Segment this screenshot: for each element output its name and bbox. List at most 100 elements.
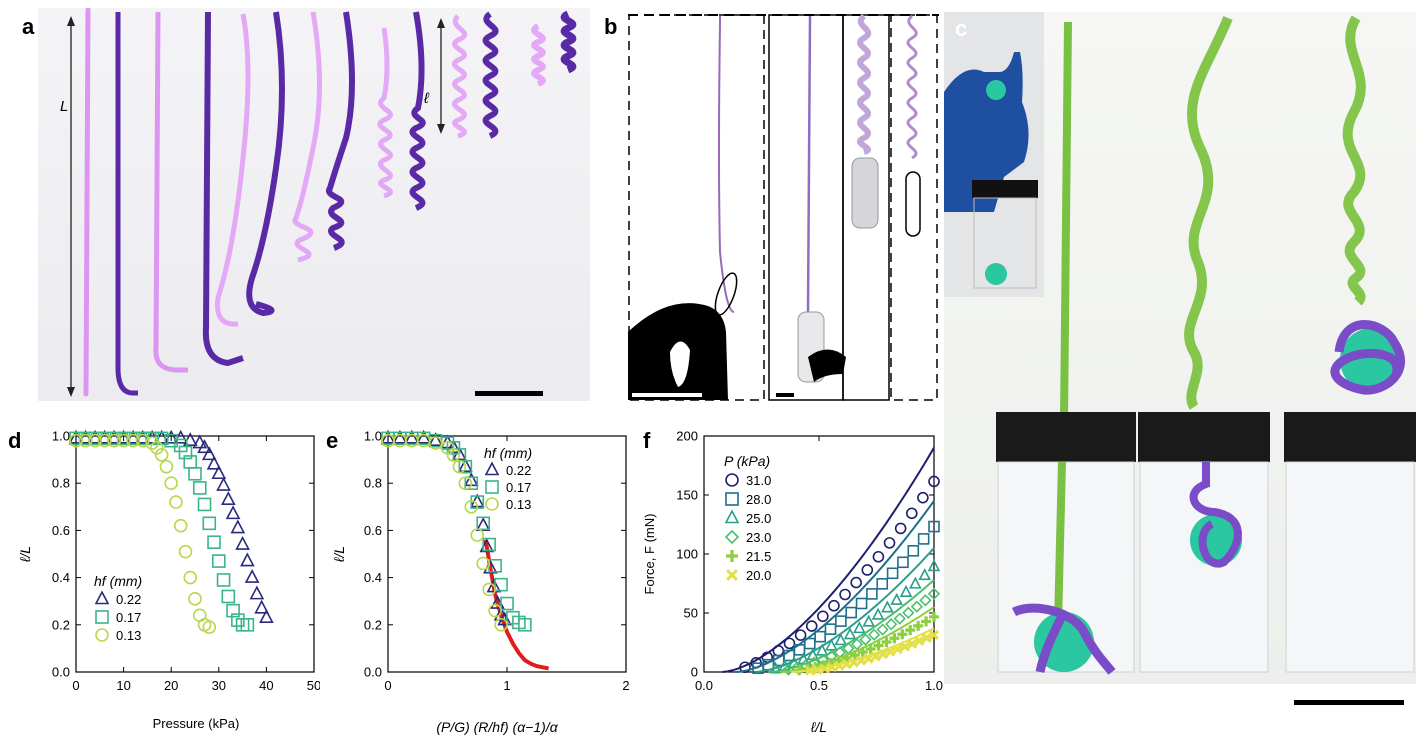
legend-label-21.5: 21.5	[746, 549, 771, 564]
data-point-31.0	[894, 522, 907, 535]
data-point-0.17	[221, 589, 236, 604]
data-point-20.0	[856, 655, 867, 666]
data-point-20.0	[885, 646, 896, 657]
photo-panel-c	[944, 12, 1416, 684]
data-point-31.0	[872, 550, 885, 563]
legend-marker-0.22	[484, 461, 500, 476]
force-curve-31.0	[722, 447, 935, 673]
data-point-25.0	[871, 607, 885, 620]
data-point-28.0	[835, 615, 847, 627]
data-point-31.0	[905, 507, 918, 520]
xlabel-f: ℓ/L	[810, 719, 827, 735]
data-point-31.0	[917, 491, 929, 504]
data-point-31.0	[739, 661, 751, 674]
data-point-23.0	[919, 594, 932, 607]
data-point-31.0	[805, 620, 818, 632]
data-point-21.5	[905, 625, 916, 636]
data-point-28.0	[793, 644, 806, 656]
data-point-31.0	[883, 537, 896, 549]
data-point-0.13	[464, 500, 479, 514]
data-point-28.0	[855, 597, 868, 610]
legend-title: P (kPa)	[724, 453, 770, 469]
data-point-0.22	[201, 446, 217, 461]
data-point-23.0	[902, 606, 915, 619]
data-point-0.22	[254, 599, 269, 614]
panel-label-f: f	[643, 428, 651, 453]
data-point-0.13	[107, 433, 121, 448]
data-point-23.0	[859, 633, 872, 646]
y-tick-label: 0.4	[364, 570, 382, 585]
data-point-20.0	[812, 664, 823, 675]
ylabel-e: ℓ/L	[331, 546, 347, 563]
data-point-25.0	[881, 600, 894, 613]
data-point-0.17	[482, 537, 496, 552]
y-tick-label: 0.6	[52, 523, 70, 538]
data-point-20.0	[921, 632, 932, 644]
data-point-0.22	[220, 491, 236, 506]
y-tick-label: 1.0	[364, 429, 382, 444]
data-point-0.17	[197, 497, 212, 512]
legend-marker-21.5	[726, 550, 738, 562]
data-point-0.13	[476, 556, 490, 571]
legend-d: hf (mm) 0.22 0.17 0.13	[94, 573, 142, 643]
y-tick-label: 0	[691, 665, 698, 680]
data-point-20.0	[870, 651, 881, 662]
data-point-0.13	[135, 433, 150, 448]
data-point-0.13	[97, 433, 112, 448]
data-point-0.22	[192, 434, 208, 449]
data-point-20.0	[892, 644, 903, 655]
legend-label-0.22: 0.22	[506, 463, 531, 478]
data-point-0.22	[240, 552, 255, 567]
x-tick-label: 0	[72, 678, 79, 693]
data-point-0.13	[488, 603, 502, 618]
data-point-23.0	[867, 628, 881, 641]
panel-label-d: d	[8, 428, 22, 453]
panel-label-b: b	[604, 14, 618, 39]
data-point-0.17	[188, 466, 202, 481]
data-point-28.0	[814, 630, 826, 643]
data-point-21.5	[897, 629, 908, 640]
data-point-31.0	[928, 475, 940, 488]
photo-panel-a: L ℓ	[38, 8, 590, 401]
data-point-0.17	[164, 433, 178, 448]
data-point-28.0	[876, 578, 889, 590]
xlabel-e: (P/G) (R/hf) (α−1)/α	[436, 719, 558, 735]
data-point-0.17	[240, 618, 255, 632]
y-tick-label: 150	[676, 488, 698, 503]
data-point-0.22	[249, 585, 265, 600]
legend-label-0.17: 0.17	[506, 480, 531, 495]
length-label-ell: ℓ	[424, 90, 429, 107]
data-point-21.5	[889, 633, 900, 644]
data-point-0.22	[197, 439, 212, 454]
legend-marker-20.0	[726, 569, 738, 581]
data-point-20.0	[907, 638, 918, 649]
data-point-28.0	[804, 637, 816, 650]
legend-label-0.22: 0.22	[116, 592, 141, 607]
data-point-0.13	[428, 436, 443, 450]
data-point-0.13	[116, 433, 131, 448]
data-point-0.17	[494, 577, 508, 592]
data-point-25.0	[769, 661, 782, 674]
panel-label-c: c	[955, 16, 968, 41]
data-point-0.13	[145, 436, 159, 450]
legend-label-0.13: 0.13	[116, 628, 141, 643]
legend-e: hf (mm) 0.22 0.17 0.13	[484, 445, 532, 512]
data-point-0.17	[192, 481, 207, 495]
legend-marker-0.17	[95, 610, 109, 624]
data-point-21.5	[865, 643, 876, 654]
data-point-25.0	[909, 576, 922, 589]
y-tick-label: 0.4	[52, 570, 70, 585]
data-point-0.13	[126, 433, 140, 448]
data-point-0.13	[482, 582, 496, 597]
data-point-31.0	[817, 610, 829, 623]
data-point-0.22	[259, 609, 274, 624]
data-point-0.13	[78, 433, 93, 448]
data-point-0.17	[216, 573, 231, 587]
data-point-0.13	[470, 528, 485, 542]
data-point-28.0	[917, 533, 930, 545]
data-point-23.0	[885, 618, 898, 631]
data-point-0.13	[452, 459, 467, 474]
y-tick-label: 0.0	[364, 665, 382, 680]
data-point-21.5	[921, 616, 932, 627]
legend-label-20.0: 20.0	[746, 568, 771, 583]
